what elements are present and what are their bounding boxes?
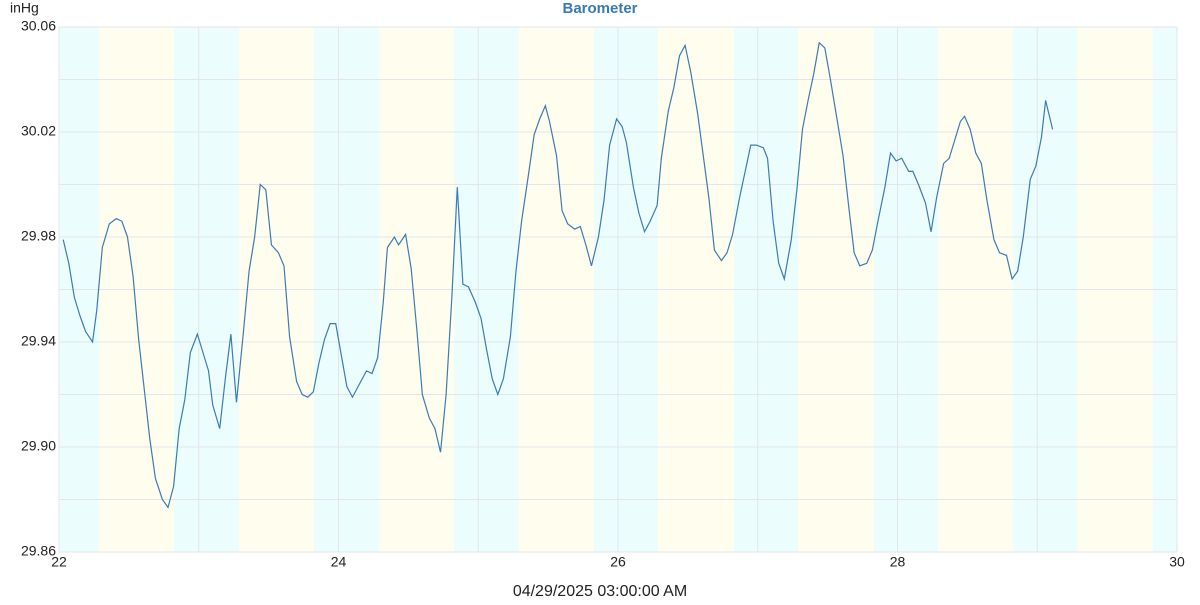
cursor-time: 04/29/2025 03:00:00 AM <box>513 583 687 600</box>
x-tick-label: 28 <box>890 554 906 570</box>
data-line <box>62 41 1054 509</box>
x-tick-label: 26 <box>610 554 626 570</box>
y-tick-label: 29.98 <box>21 228 56 244</box>
y-tick-label: 30.06 <box>21 18 56 34</box>
y-tick-label: 29.86 <box>21 543 56 559</box>
y-tick-label: 29.94 <box>21 333 56 349</box>
x-tick-label: 22 <box>51 554 67 570</box>
y-tick-label: 29.90 <box>21 438 56 454</box>
x-tick-label: 30 <box>1169 554 1185 570</box>
y-unit: inHg <box>10 0 39 16</box>
y-tick-label: 30.02 <box>21 123 56 139</box>
x-tick-label: 24 <box>331 554 347 570</box>
chart-title: Barometer <box>562 0 637 17</box>
